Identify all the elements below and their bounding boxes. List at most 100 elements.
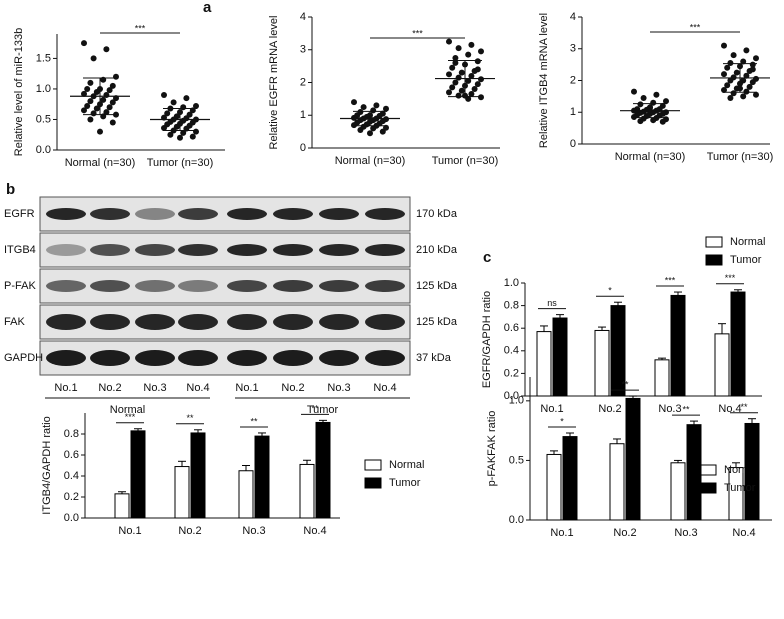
x-tick-label: Tumor (n=30) — [707, 151, 774, 163]
data-point — [730, 52, 737, 59]
data-point — [727, 94, 734, 101]
y-tick-label: 4 — [570, 11, 576, 23]
data-point — [650, 117, 657, 124]
data-point — [474, 58, 481, 65]
data-point — [721, 42, 727, 49]
bar — [562, 436, 578, 521]
data-point — [449, 84, 456, 91]
blot-band — [319, 208, 359, 220]
data-point — [653, 91, 660, 98]
blot-row-label: P-FAK — [4, 280, 36, 292]
x-tick-label: Normal (n=30) — [65, 157, 136, 169]
data-point — [724, 64, 731, 71]
data-point — [730, 90, 737, 97]
data-point — [383, 105, 389, 112]
bar — [654, 359, 670, 397]
bar — [670, 462, 686, 521]
significance-label: ** — [682, 404, 690, 414]
blot-band — [227, 314, 267, 330]
y-tick-label: 0.0 — [64, 512, 79, 524]
data-point — [733, 69, 740, 76]
blot-band — [227, 208, 267, 220]
data-point — [113, 73, 119, 80]
bar — [130, 430, 146, 519]
legend-swatch — [699, 482, 717, 494]
data-point — [465, 51, 472, 58]
significance-label: * — [560, 416, 564, 426]
blot-row-label: FAK — [4, 316, 25, 328]
significance-label: * — [608, 286, 612, 296]
data-point — [367, 130, 373, 137]
data-point — [93, 105, 100, 112]
data-point — [743, 72, 750, 79]
bar — [625, 397, 641, 521]
significance-label: ** — [250, 416, 258, 426]
y-axis-label: ITGB4/GAPDH ratio — [41, 416, 53, 514]
blot-band — [365, 244, 405, 256]
bar — [299, 463, 315, 519]
data-point — [87, 116, 94, 123]
data-point — [637, 101, 644, 108]
blot-size-label: 125 kDa — [416, 316, 458, 328]
blot-band — [178, 280, 218, 292]
x-tick-label: No.1 — [550, 527, 573, 539]
y-tick-label: 1 — [300, 109, 306, 121]
data-point — [84, 103, 91, 110]
blot-band — [90, 280, 130, 292]
x-tick-label: Tumor (n=30) — [432, 155, 499, 167]
data-point — [455, 74, 462, 81]
data-point — [370, 107, 377, 114]
data-point — [97, 128, 103, 135]
data-point — [743, 88, 750, 95]
y-tick-label: 0.5 — [36, 113, 51, 125]
legend-swatch — [705, 254, 723, 266]
data-point — [90, 55, 97, 62]
data-point — [90, 110, 97, 117]
lane-label: No.1 — [235, 382, 258, 394]
data-point — [93, 89, 100, 95]
data-point — [84, 85, 91, 92]
bar — [546, 453, 562, 521]
blot-band — [178, 244, 218, 256]
legend-label: Tumor — [389, 477, 421, 489]
x-tick-label: Normal (n=30) — [615, 151, 686, 163]
blot-band — [178, 208, 218, 220]
x-tick-label: No.1 — [118, 525, 141, 537]
data-point — [468, 72, 475, 79]
y-tick-label: 1.0 — [509, 395, 524, 407]
y-tick-label: 0.4 — [64, 470, 79, 482]
y-tick-label: 3 — [570, 43, 576, 55]
y-tick-label: 1.5 — [36, 52, 51, 64]
lane-label: No.2 — [98, 382, 121, 394]
x-tick-label: No.4 — [718, 403, 741, 415]
data-point — [193, 103, 199, 110]
data-point — [740, 93, 747, 100]
y-axis-label: Relative level of miR-133b — [13, 28, 25, 156]
data-point — [449, 64, 456, 71]
blot-band — [46, 350, 86, 366]
lane-label: No.4 — [373, 382, 396, 394]
x-tick-label: No.2 — [178, 525, 201, 537]
data-point — [81, 40, 87, 47]
blot-band — [178, 350, 218, 366]
significance-label: *** — [135, 23, 146, 33]
significance-label: *** — [665, 275, 676, 285]
data-point — [478, 48, 484, 55]
data-point — [106, 87, 113, 94]
data-point — [446, 89, 452, 96]
y-tick-label: 0.2 — [64, 491, 79, 503]
significance-label: ** — [311, 404, 319, 414]
data-point — [351, 122, 357, 129]
x-tick-label: No.2 — [613, 527, 636, 539]
y-tick-label: 3 — [300, 44, 306, 56]
data-point — [659, 118, 666, 125]
blot-band — [365, 280, 405, 292]
data-point — [87, 98, 94, 105]
data-point — [727, 60, 734, 67]
blot-size-label: 210 kDa — [416, 244, 458, 256]
data-point — [458, 69, 465, 76]
data-point — [753, 91, 759, 98]
data-point — [471, 86, 478, 93]
data-point — [663, 98, 669, 105]
